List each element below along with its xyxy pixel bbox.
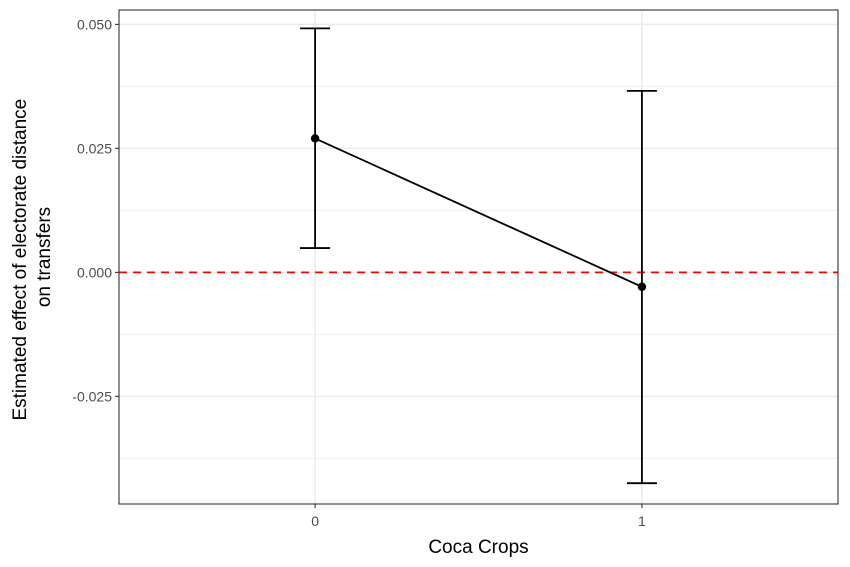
y-axis-title-line-1: Estimated effect of electorate distance (10, 99, 31, 421)
panel-border (118, 9, 839, 505)
x-tick-label: 1 (638, 513, 646, 529)
grid-lines (119, 10, 838, 504)
x-axis-title: Coca Crops (428, 537, 528, 558)
tick-layer: 0.050 0.025 0.000 -0.025 0 1 (72, 16, 646, 529)
y-tick-label: -0.025 (72, 388, 112, 404)
series-layer (300, 27, 657, 485)
y-tick-label: 0.050 (77, 16, 112, 32)
y-tick-label: 0.000 (77, 264, 112, 280)
y-axis-title-line-2: on transfers (34, 207, 55, 307)
y-axis-title: Estimated effect of electorate distance … (10, 93, 55, 420)
estimate-point-1 (637, 282, 647, 291)
estimate-line (314, 137, 643, 288)
estimate-point-0 (310, 134, 320, 143)
x-tick-label: 0 (311, 513, 319, 529)
y-tick-label: 0.025 (77, 140, 112, 156)
